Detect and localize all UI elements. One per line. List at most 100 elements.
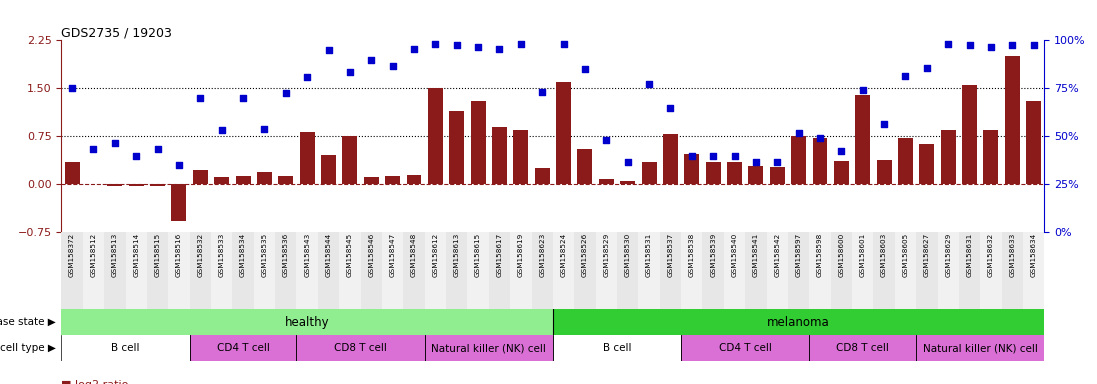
Bar (450, 111, 464, 184)
Point (747, 159, 765, 165)
Bar (467, 232, 489, 309)
Text: Natural killer (NK) cell: Natural killer (NK) cell (923, 343, 1038, 353)
Bar (364, 177, 378, 184)
Text: B cell: B cell (111, 343, 139, 353)
Point (875, 121, 893, 127)
Bar (856, 95, 870, 184)
Bar (681, 232, 702, 309)
Bar (1026, 101, 1041, 184)
Bar (941, 130, 955, 184)
Bar (962, 85, 977, 184)
Point (256, 126, 273, 132)
Bar (296, 335, 425, 361)
Bar (321, 155, 336, 184)
Bar (510, 232, 532, 309)
Bar (82, 232, 104, 309)
Bar (318, 232, 339, 309)
Point (149, 146, 167, 152)
Point (427, 40, 444, 46)
Point (106, 140, 124, 146)
Bar (599, 179, 614, 184)
Point (405, 46, 422, 52)
Bar (407, 175, 421, 184)
Bar (279, 176, 293, 184)
Point (704, 152, 722, 159)
Bar (236, 176, 250, 184)
Point (641, 81, 658, 87)
Point (683, 152, 701, 159)
Bar (428, 88, 443, 184)
Bar (108, 184, 123, 185)
Bar (873, 232, 895, 309)
Point (833, 148, 850, 154)
Bar (1002, 232, 1024, 309)
Point (598, 136, 615, 142)
Bar (299, 132, 315, 184)
Bar (128, 184, 144, 185)
Text: CD4 T cell: CD4 T cell (216, 343, 270, 353)
Bar (553, 232, 574, 309)
Bar (339, 232, 361, 309)
Bar (577, 149, 592, 184)
Bar (168, 232, 190, 309)
Point (64, 85, 81, 91)
Bar (233, 232, 253, 309)
Point (512, 40, 530, 46)
Point (918, 65, 936, 71)
Point (319, 47, 337, 53)
Text: melanoma: melanoma (767, 316, 830, 329)
Bar (705, 162, 721, 184)
Bar (382, 232, 404, 309)
Bar (425, 232, 446, 309)
Bar (895, 232, 916, 309)
Bar (104, 232, 125, 309)
Bar (770, 167, 784, 184)
Bar (983, 130, 998, 184)
Point (470, 44, 487, 50)
Point (127, 152, 145, 159)
Bar (916, 232, 938, 309)
Bar (1024, 232, 1044, 309)
Bar (361, 232, 382, 309)
Bar (190, 335, 296, 361)
Bar (211, 232, 233, 309)
Point (661, 104, 679, 111)
Point (1025, 42, 1042, 48)
Bar (938, 232, 959, 309)
Bar (275, 232, 296, 309)
Bar (253, 232, 275, 309)
Point (790, 130, 807, 136)
Point (298, 74, 316, 81)
Point (448, 42, 465, 48)
Bar (171, 184, 186, 222)
Bar (617, 232, 638, 309)
Text: CD8 T cell: CD8 T cell (836, 343, 890, 353)
Bar (813, 138, 827, 184)
Bar (193, 170, 207, 184)
Bar (877, 160, 892, 184)
Text: ■ log2 ratio: ■ log2 ratio (61, 380, 128, 384)
Point (235, 95, 252, 101)
Point (726, 152, 744, 159)
Bar (190, 232, 211, 309)
Bar (810, 232, 830, 309)
Bar (791, 136, 806, 184)
Text: cell type ▶: cell type ▶ (0, 343, 56, 353)
Point (84, 146, 102, 152)
Bar (446, 232, 467, 309)
Bar (296, 232, 318, 309)
Bar (916, 335, 1044, 361)
Bar (959, 232, 981, 309)
Point (896, 73, 914, 79)
Point (213, 127, 230, 133)
Bar (724, 232, 745, 309)
Point (961, 42, 979, 48)
Point (278, 90, 295, 96)
Bar (147, 232, 168, 309)
Text: B cell: B cell (602, 343, 631, 353)
Text: Natural killer (NK) cell: Natural killer (NK) cell (431, 343, 546, 353)
Bar (788, 232, 810, 309)
Bar (471, 101, 486, 184)
Point (853, 86, 871, 93)
Bar (620, 181, 635, 184)
